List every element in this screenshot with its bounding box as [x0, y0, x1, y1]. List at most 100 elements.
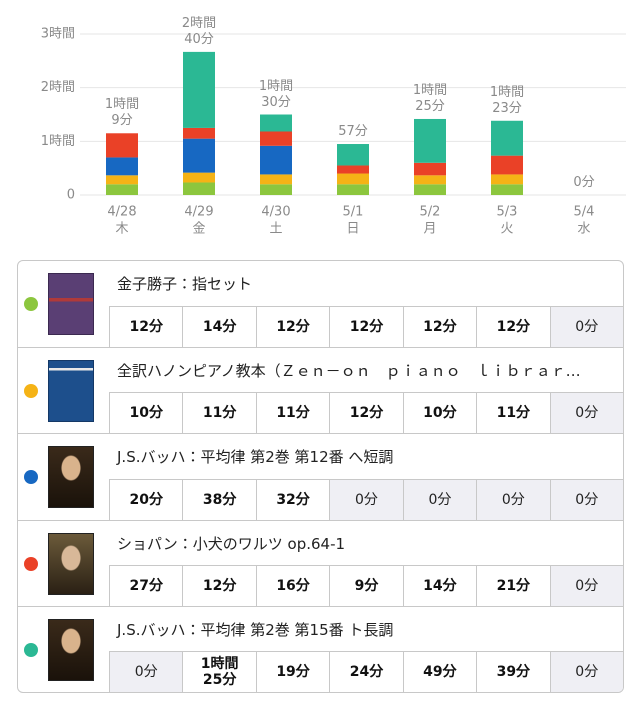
- day-cells: 27分 12分 16分 9分 14分 21分 0分: [109, 564, 623, 606]
- x-weekday-label: 月: [423, 222, 436, 237]
- table-row: 金子勝子：指セット 12分 14分 12分 12分 12分 12分 0分: [18, 261, 623, 348]
- bar-segment: [491, 174, 523, 185]
- day-cell: 0分: [549, 479, 623, 520]
- x-weekday-label: 土: [269, 222, 282, 237]
- day-cell: 20分: [109, 479, 182, 520]
- total-label: 1時間 9分: [104, 97, 140, 129]
- day-cell: 0分: [476, 479, 550, 520]
- day-cell: 16分: [255, 565, 329, 606]
- bar-segment: [106, 184, 138, 195]
- day-cell: 0分: [329, 479, 403, 520]
- bar-segment: [183, 138, 215, 173]
- x-weekday-label: 火: [500, 222, 513, 237]
- bar-segment: [183, 172, 215, 183]
- bar-segment: [183, 182, 215, 195]
- table-row: J.S.バッハ：平均律 第2巻 第12番 へ短調 20分 38分 32分 0分 0分 0分 0…: [18, 433, 623, 520]
- cover-image: [48, 532, 94, 595]
- chart-svg: 0 1時間 2時間 3時間 4/28 木 4/29 金 4/30 土 5/1 日 5/2 月 5/3 火 5/4…: [41, 27, 626, 237]
- chart: 0 1時間 2時間 3時間 4/28 木 4/29 金 4/30 土 5/1 日 5/2 月 5/3 火 5/4…: [0, 0, 640, 255]
- day-cell: 12分: [329, 307, 402, 348]
- bar-segment: [414, 175, 446, 185]
- day-cell: 0分: [549, 393, 623, 434]
- day-cell: 38分: [182, 479, 255, 520]
- day-cell: 12分: [255, 307, 329, 348]
- bar-segment: [414, 118, 446, 163]
- series-color-dot: [24, 642, 38, 657]
- bar-segment: [106, 133, 138, 158]
- cover-image: [48, 360, 94, 423]
- x-tick-label: 4/29: [184, 205, 213, 220]
- day-cells: 12分 14分 12分 12分 12分 12分 0分: [109, 306, 623, 348]
- x-tick-label: 4/30: [261, 205, 290, 220]
- total-label: 1時間 23分: [489, 84, 525, 116]
- day-cell: 12分: [182, 565, 255, 606]
- bar-segment: [260, 145, 292, 175]
- day-cell: 24分: [329, 651, 402, 692]
- day-cell: 21分: [476, 565, 549, 606]
- bar-segment: [260, 174, 292, 185]
- y-tick-label: 3時間: [41, 27, 75, 42]
- bar-segment: [337, 173, 369, 185]
- piece-title: 全訳ハノンピアノ教本（Ｚｅｎ－ｏｎ ｐｉａｎｏ ｌｉｂｒａｒ…: [117, 362, 581, 381]
- bar-segment: [106, 157, 138, 176]
- day-cell: 12分: [109, 307, 182, 348]
- day-cell: 39分: [476, 651, 549, 692]
- x-tick-label: 4/28: [107, 205, 136, 220]
- y-tick-label: 2時間: [41, 80, 75, 95]
- bar-segment: [337, 144, 369, 166]
- day-cell: 0分: [402, 479, 477, 520]
- cover-image: [48, 273, 94, 336]
- table-row: J.S.バッハ：平均律 第2巻 第15番 ト長調 0分 1時間 25分 19分 24分 4…: [18, 605, 623, 692]
- y-tick-label: 1時間: [41, 134, 75, 149]
- total-label: 1時間 30分: [258, 78, 294, 110]
- day-cell: 0分: [549, 651, 623, 692]
- bar-segment: [260, 184, 292, 195]
- day-cells: 0分 1時間 25分 19分 24分 49分 39分 0分: [109, 650, 623, 692]
- x-weekday-label: 日: [346, 222, 359, 237]
- x-weekday-label: 金: [192, 222, 205, 237]
- series-color-dot: [24, 297, 38, 312]
- day-cell: 27分: [109, 565, 182, 606]
- x-weekday-label: 木: [115, 222, 128, 237]
- day-cell: 11分: [255, 393, 329, 434]
- piece-title: J.S.バッハ：平均律 第2巻 第15番 ト長調: [117, 620, 394, 639]
- day-cells: 10分 11分 11分 12分 10分 11分 0分: [109, 392, 623, 434]
- day-cell: 9分: [329, 565, 402, 606]
- y-tick-label: 0: [67, 188, 75, 203]
- piece-title: ショパン：小犬のワルツ op.64-1: [117, 534, 346, 553]
- cover-image: [48, 446, 94, 509]
- bar-segment: [414, 184, 446, 195]
- bar-segment: [491, 120, 523, 156]
- day-cell: 49分: [402, 651, 476, 692]
- bar-segment: [491, 184, 523, 195]
- piece-title: 金子勝子：指セット: [117, 275, 253, 293]
- total-label: 0分: [573, 175, 595, 190]
- bar-segment: [337, 165, 369, 174]
- practice-table: 金子勝子：指セット 12分 14分 12分 12分 12分 12分 0分全訳ハノンピアノ教本（…: [17, 260, 624, 693]
- x-tick-label: 5/4: [574, 205, 595, 220]
- series-color-dot: [24, 470, 38, 485]
- day-cell: 1時間 25分: [182, 651, 255, 692]
- bar-segment: [337, 184, 369, 195]
- total-label: 1時間 25分: [412, 82, 448, 114]
- bar-segment: [183, 51, 215, 128]
- x-tick-label: 5/1: [343, 205, 364, 220]
- day-cell: 0分: [109, 651, 183, 692]
- bar-segment: [414, 162, 446, 176]
- bar-segment: [491, 155, 523, 175]
- day-cell: 12分: [476, 307, 549, 348]
- day-cell: 11分: [476, 393, 549, 434]
- bar-segment: [183, 127, 215, 139]
- day-cell: 11分: [182, 393, 255, 434]
- day-cell: 0分: [549, 307, 623, 348]
- piece-title: J.S.バッハ：平均律 第2巻 第12番 へ短調: [117, 448, 394, 467]
- day-cell: 12分: [402, 307, 476, 348]
- day-cell: 0分: [549, 565, 623, 606]
- table-row: 全訳ハノンピアノ教本（Ｚｅｎ－ｏｎ ｐｉａｎｏ ｌｉｂｒａｒ… 10分 11分 11分…: [18, 347, 623, 434]
- day-cell: 10分: [109, 393, 182, 434]
- day-cell: 32分: [255, 479, 329, 520]
- day-cell: 10分: [402, 393, 476, 434]
- day-cell: 12分: [329, 393, 402, 434]
